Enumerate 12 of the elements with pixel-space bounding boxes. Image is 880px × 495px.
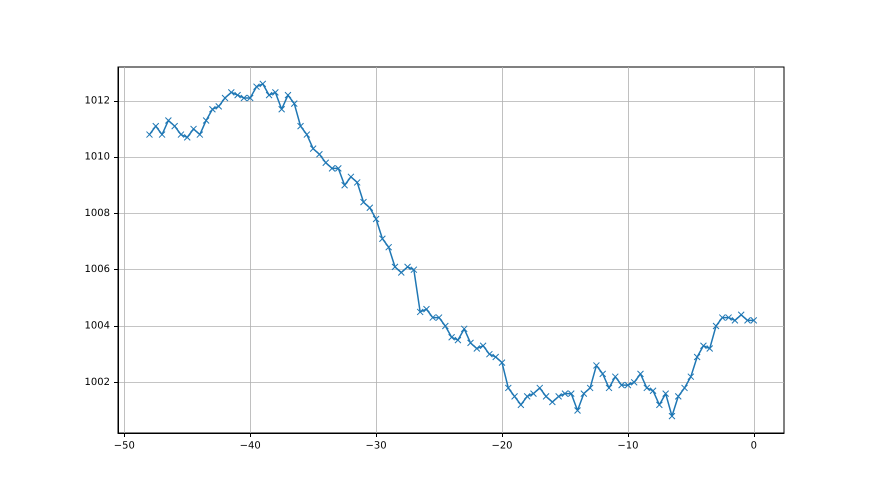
x-tick-label: −40 xyxy=(240,440,261,452)
y-tick-label: 1004 xyxy=(84,320,110,332)
y-tick-label: 1006 xyxy=(84,264,110,276)
y-tick-label: 1010 xyxy=(84,152,110,163)
y-tick-label: 1012 xyxy=(84,95,110,106)
x-tick-label: −20 xyxy=(491,440,513,452)
y-tick-label: 1008 xyxy=(84,208,110,219)
x-tick-label: −10 xyxy=(617,440,638,452)
x-tick-label: −50 xyxy=(114,440,135,452)
x-tick-label: −30 xyxy=(366,440,387,452)
x-tick-label: 0 xyxy=(750,440,757,452)
y-tick-label: 1002 xyxy=(84,376,110,388)
